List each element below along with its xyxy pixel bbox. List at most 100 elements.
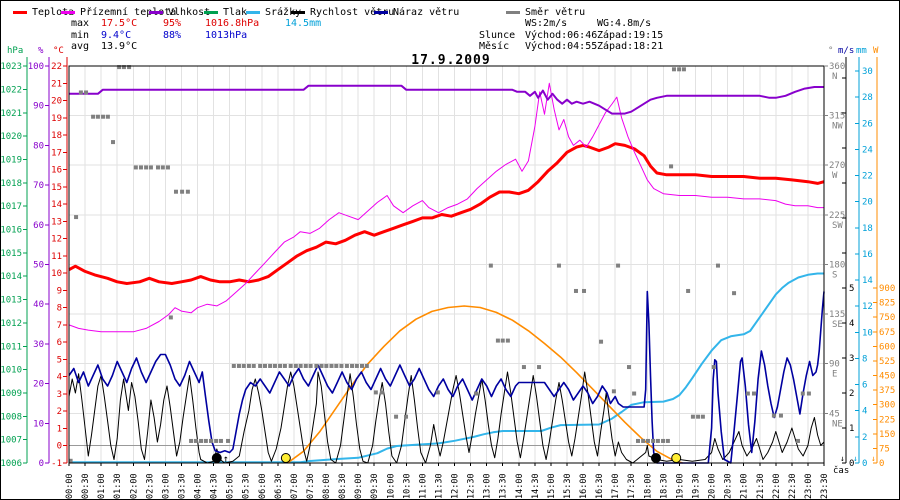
wind-direction-point [696, 414, 701, 419]
stats-max-humidity: 95% [163, 18, 182, 29]
wind-direction-point [203, 438, 208, 443]
grid [69, 66, 824, 463]
wind-direction-point [404, 414, 409, 419]
time-tick-label: 04:30 [210, 473, 220, 499]
wind-direction-point [193, 438, 198, 443]
svg-text:4: 4 [862, 407, 867, 417]
svg-text:6: 6 [57, 338, 62, 348]
wind-direction-point [155, 165, 160, 170]
time-tick-label: 00:00 [65, 473, 75, 499]
wind-direction-point [488, 263, 493, 268]
wind-direction-point [121, 65, 126, 70]
wind-direction-point [78, 90, 83, 95]
wind-gust-max: WG:4.8m/s [597, 18, 652, 29]
temperature-swatch-icon [13, 10, 27, 14]
wind-direction-point [435, 390, 440, 395]
svg-text:17: 17 [51, 148, 62, 158]
wind-direction-point [651, 438, 656, 443]
svg-text:15: 15 [51, 183, 62, 193]
w-zero-arrow-icon: ↓ [871, 454, 876, 463]
time-tick-label: 05:30 [242, 473, 252, 499]
svg-text:225: 225 [829, 211, 845, 221]
svg-text:1022: 1022 [1, 85, 22, 95]
svg-text:1016: 1016 [1, 226, 22, 236]
svg-text:13: 13 [51, 217, 62, 227]
chart-date-title: 17.9.2009 [411, 53, 491, 68]
wind-direction-point [218, 438, 223, 443]
time-tick-label: 09:00 [354, 473, 364, 499]
svg-text:26: 26 [862, 119, 873, 129]
time-tick-label: 11:30 [434, 473, 444, 499]
wind-direction-point [278, 363, 283, 368]
sunset-time: Západ:19:15 [597, 29, 664, 41]
svg-text:180: 180 [829, 260, 845, 270]
wind-direction-point [144, 165, 149, 170]
wind-direction-point [573, 288, 578, 293]
wind-direction-point [74, 215, 79, 220]
legend-item-teplota: Teplota [13, 7, 74, 18]
svg-text:900: 900 [879, 284, 895, 294]
svg-text:-1: -1 [51, 459, 62, 469]
time-tick-label: 12:00 [451, 473, 461, 499]
svg-text:8: 8 [57, 304, 62, 314]
wind-direction-point [293, 363, 298, 368]
svg-text:10: 10 [862, 328, 873, 338]
moon-set-marker [650, 453, 661, 463]
wind-direction-point [364, 363, 369, 368]
wind-direction-point [778, 413, 783, 418]
wind-speed-avg: WS:2m/s [525, 18, 568, 29]
sun-row: Slunce Východ:06:46Západ:19:15 [479, 30, 663, 42]
svg-text:10: 10 [33, 419, 44, 429]
time-tick-label: 14:30 [531, 473, 541, 499]
wind-direction-point [681, 67, 686, 72]
wind-direction-point [669, 164, 674, 169]
wind-direction-point [800, 391, 805, 396]
wind-direction-point [537, 365, 542, 370]
wind-direction-point [641, 438, 646, 443]
wind-direction-point [806, 391, 811, 396]
legend-label: Vlhkost [168, 7, 211, 18]
ms-zero-arrow-icon: ↓ [840, 454, 845, 463]
time-tick-label: 08:30 [338, 473, 348, 499]
svg-text:W: W [832, 171, 838, 181]
wind-direction-point [214, 438, 219, 443]
legend-item-srazky: Srážky [246, 7, 301, 18]
time-tick-label: 22:30 [788, 473, 798, 499]
svg-text:5: 5 [57, 355, 62, 365]
legend: Teplota Přízemní teplota Vlhkost Tlak Sr… [1, 7, 899, 21]
wind-astro-block: WS:2m/s WG:4.8m/s Slunce Východ:06:46Západ… [479, 18, 663, 53]
svg-text:11: 11 [51, 252, 62, 262]
svg-text:40: 40 [33, 300, 44, 310]
legend-label: Tlak [223, 7, 248, 18]
time-tick-label: 16:30 [595, 473, 605, 499]
svg-text:1020: 1020 [1, 132, 22, 142]
wind-direction-point [677, 67, 682, 72]
svg-text:100: 100 [28, 62, 44, 72]
stats-min-humidity: 88% [163, 29, 182, 41]
svg-text:525: 525 [879, 357, 895, 367]
sun-set-marker [671, 453, 682, 463]
svg-text:0: 0 [879, 459, 884, 469]
wind-direction-point [84, 90, 89, 95]
wind-direction-point [635, 438, 640, 443]
svg-text:50: 50 [33, 261, 44, 271]
wind-direction-point [262, 363, 267, 368]
time-tick-label: 17:00 [611, 473, 621, 499]
moonset-time: Západ:18:21 [597, 41, 664, 52]
wind-direction-point [268, 363, 273, 368]
rain-swatch-icon [246, 10, 260, 14]
svg-text:135: 135 [829, 310, 845, 320]
svg-text:18: 18 [862, 224, 873, 234]
axes [23, 57, 878, 466]
stats-rain-total: 14.5mm [285, 18, 322, 29]
legend-item-smer-vetru: Směr větru [506, 7, 585, 18]
svg-text:825: 825 [879, 299, 895, 309]
stats-min-row: min 9.4°C 88% 1013hPa [71, 30, 321, 42]
temperature-line [68, 142, 825, 285]
wind-direction-point [671, 67, 676, 72]
wind-direction-point [394, 414, 399, 419]
wind-direction-point [133, 165, 138, 170]
svg-text:1017: 1017 [1, 202, 22, 212]
degree-unit-label: ° [828, 46, 833, 56]
wind-direction-point [111, 140, 116, 145]
